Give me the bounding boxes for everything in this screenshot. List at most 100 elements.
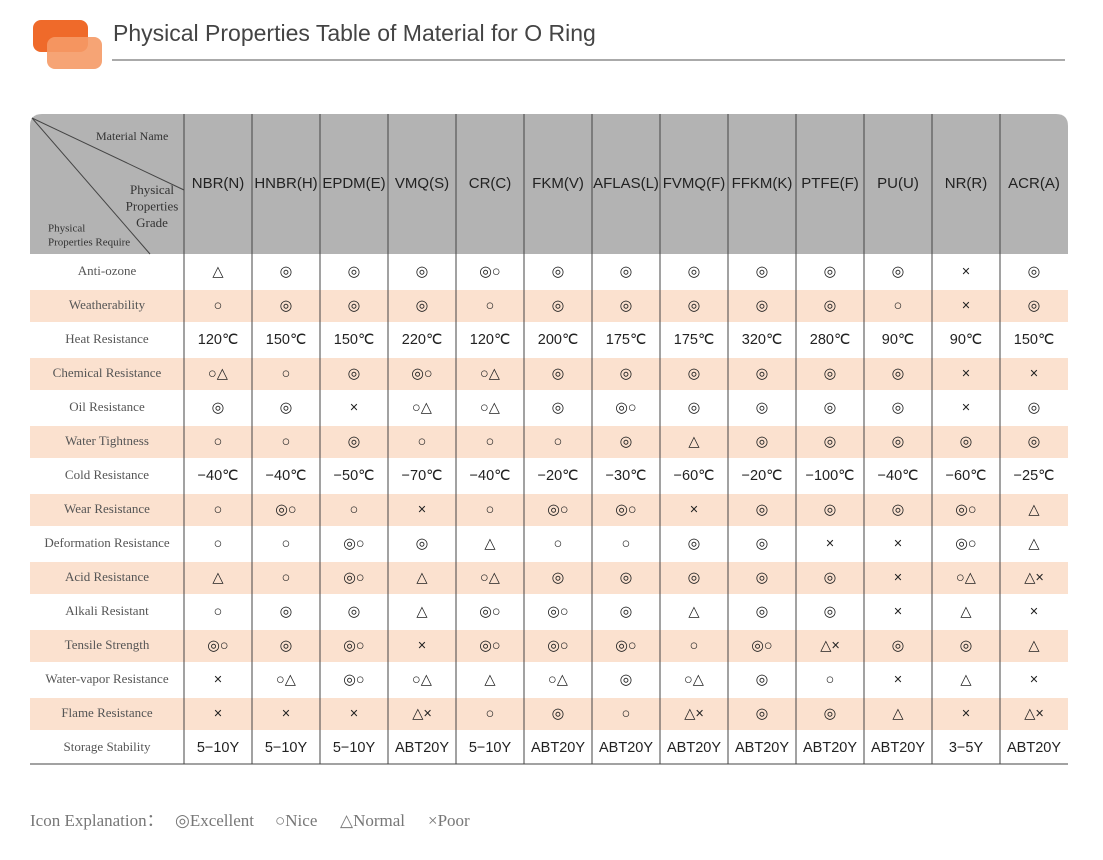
cell: ABT20Y [531,740,585,756]
cell: × [962,400,970,416]
cell: ◎ [824,434,837,450]
cell: △× [412,706,432,722]
cell: ◎ [824,604,837,620]
cell: ◎ [824,502,837,518]
cell: ◎ [348,264,361,280]
cell: −60℃ [946,468,987,484]
cell: ○△ [480,400,501,416]
cell: ○△ [548,672,569,688]
cell: ABT20Y [871,740,925,756]
row-shade [30,562,1068,594]
row-shade [30,426,1068,458]
corner-middle: Properties [126,198,179,213]
cell: × [350,400,358,416]
cell: △× [1024,706,1044,722]
row-label: Anti-ozone [78,263,137,278]
cell: ◎ [1028,264,1041,280]
column-header: PTFE(F) [801,175,859,192]
cell: △ [688,604,700,620]
cell: ◎○ [615,638,636,654]
corner-bottom: Properties Require [48,237,130,249]
row-label: Heat Resistance [65,331,149,346]
cell: 5−10Y [333,740,376,756]
cell: 150℃ [266,332,306,348]
cell: ○△ [480,570,501,586]
cell: ◎ [620,434,633,450]
row-label: Chemical Resistance [53,365,162,380]
cell: −30℃ [606,468,647,484]
column-header: AFLAS(L) [593,175,659,192]
cell: ◎ [348,434,361,450]
legend-item: △Normal [340,811,405,830]
column-header: FKM(V) [532,175,584,192]
cell: ○△ [684,672,705,688]
cell: ◎ [552,298,565,314]
cell: ◎○ [343,672,364,688]
cell: △ [484,536,496,552]
cell: ○△ [412,400,433,416]
corner-top: Material Name [96,129,168,143]
column-header: VMQ(S) [395,175,449,192]
row-shade [30,358,1068,390]
cell: △ [1028,536,1040,552]
cell: ◎ [892,264,905,280]
cell: × [894,570,902,586]
cell: ○ [622,706,631,722]
legend-item: ◎Excellent [175,811,254,830]
cell: ○ [486,502,495,518]
cell: △ [416,570,428,586]
page-title: Physical Properties Table of Material fo… [113,20,596,46]
cell: ○ [622,536,631,552]
cell: ◎○ [343,536,364,552]
cell: ◎ [280,264,293,280]
cell: ○ [486,706,495,722]
cell: ◎ [756,366,769,382]
cell: ◎ [416,298,429,314]
cell: × [214,672,222,688]
cell: ◎○ [955,536,976,552]
cell: ◎ [1028,400,1041,416]
cell: ◎ [892,366,905,382]
cell: × [1030,604,1038,620]
cell: ◎ [756,502,769,518]
cell: −40℃ [266,468,307,484]
cell: △× [1024,570,1044,586]
cell: ○ [554,434,563,450]
cell: ◎ [620,298,633,314]
cell: ◎○ [343,570,364,586]
cell: ◎ [552,400,565,416]
cell: ◎○ [751,638,772,654]
cell: ○ [690,638,699,654]
column-header: PU(U) [877,175,919,192]
column-header: NBR(N) [192,175,245,192]
cell: ◎○ [275,502,296,518]
cell: ◎ [280,298,293,314]
cell: ◎ [280,638,293,654]
cell: ○ [214,298,223,314]
cell: ABT20Y [395,740,449,756]
cell: −40℃ [470,468,511,484]
cell: ◎ [620,570,633,586]
cell: ◎ [960,638,973,654]
cell: −25℃ [1014,468,1055,484]
cell: × [1030,366,1038,382]
cell: 5−10Y [197,740,240,756]
cell: ◎ [688,366,701,382]
cell: ○ [214,604,223,620]
cell: 3−5Y [949,740,984,756]
cell: ABT20Y [599,740,653,756]
cell: ○ [282,570,291,586]
row-label: Water-vapor Resistance [45,671,168,686]
cell: −40℃ [878,468,919,484]
cell: ◎ [280,604,293,620]
cell: ◎ [892,638,905,654]
cell: ◎○ [479,264,500,280]
cell: ◎ [280,400,293,416]
row-label: Tensile Strength [65,637,150,652]
cell: △ [1028,502,1040,518]
cell: 90℃ [950,332,982,348]
cell: −70℃ [402,468,443,484]
row-label: Deformation Resistance [44,535,169,550]
logo-front [47,37,102,69]
